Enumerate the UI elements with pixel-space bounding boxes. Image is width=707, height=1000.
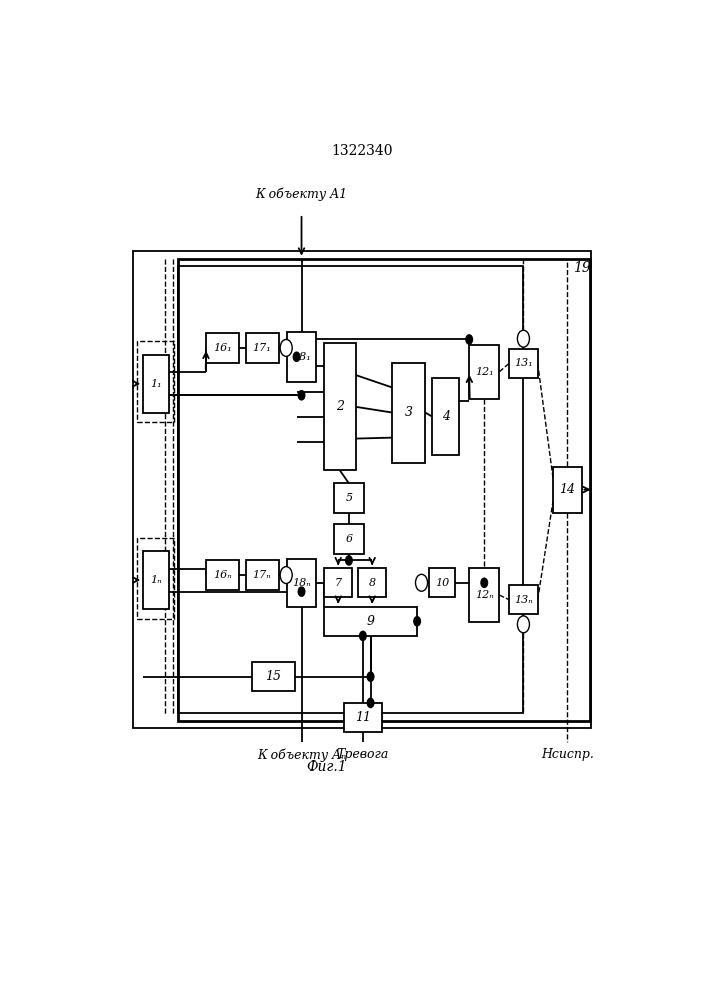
Bar	[177, 259, 590, 721]
Text: Тревога: Тревога	[337, 748, 389, 761]
Text: Нсиспр.: Нсиспр.	[541, 748, 594, 761]
Text: 12ₙ: 12ₙ	[475, 590, 493, 600]
Circle shape	[416, 574, 428, 591]
Bar	[136, 538, 174, 619]
Text: 5: 5	[345, 493, 353, 503]
Text: Фиг.1: Фиг.1	[306, 760, 347, 774]
Text: 3: 3	[405, 406, 413, 419]
Text: 17₁: 17₁	[252, 343, 271, 353]
Text: К объекту A1: К объекту A1	[255, 187, 348, 201]
Bar	[429, 568, 455, 597]
Bar	[324, 568, 353, 597]
Text: 10: 10	[436, 578, 450, 588]
Bar	[144, 355, 170, 413]
Circle shape	[360, 631, 366, 641]
Bar	[287, 559, 316, 607]
Text: 15: 15	[266, 670, 281, 683]
Circle shape	[280, 567, 292, 584]
Bar	[334, 524, 364, 554]
Text: 7: 7	[334, 578, 341, 588]
Bar	[324, 607, 417, 636]
Circle shape	[367, 672, 374, 681]
Text: 18₁: 18₁	[292, 352, 311, 362]
Bar	[287, 332, 316, 382]
Text: 12₁: 12₁	[475, 367, 493, 377]
Bar	[134, 251, 591, 728]
Bar	[245, 560, 279, 590]
Bar	[245, 333, 279, 363]
Bar	[392, 363, 426, 463]
Text: 19: 19	[573, 261, 590, 275]
Bar	[509, 585, 538, 614]
Circle shape	[367, 698, 374, 708]
Text: 6: 6	[345, 534, 353, 544]
Text: 4: 4	[442, 410, 450, 423]
Circle shape	[298, 391, 305, 400]
Bar	[334, 483, 364, 513]
Text: 13₁: 13₁	[514, 358, 533, 368]
Circle shape	[293, 352, 300, 361]
Circle shape	[414, 617, 421, 626]
Bar	[206, 333, 239, 363]
Bar	[432, 378, 460, 455]
Bar	[509, 349, 538, 378]
Text: 1322340: 1322340	[332, 144, 393, 158]
Circle shape	[466, 335, 472, 344]
Circle shape	[518, 330, 530, 347]
Bar	[177, 266, 523, 713]
Bar	[553, 466, 582, 513]
Bar	[469, 345, 499, 399]
Bar	[469, 568, 499, 622]
Bar	[136, 341, 174, 422]
Bar	[358, 568, 387, 597]
Text: 13ₙ: 13ₙ	[514, 595, 533, 605]
Circle shape	[518, 616, 530, 633]
Text: 11: 11	[355, 711, 371, 724]
Text: 18ₙ: 18ₙ	[292, 578, 311, 588]
Circle shape	[280, 339, 292, 356]
Circle shape	[481, 578, 488, 587]
Text: 16ₙ: 16ₙ	[214, 570, 232, 580]
Bar	[206, 560, 239, 590]
Text: 14: 14	[559, 483, 575, 496]
Circle shape	[346, 556, 352, 565]
Circle shape	[298, 587, 305, 596]
Text: 17ₙ: 17ₙ	[252, 570, 271, 580]
Bar	[252, 662, 296, 691]
Text: 1ₙ: 1ₙ	[151, 575, 162, 585]
Text: 9: 9	[366, 615, 375, 628]
Bar	[144, 551, 170, 609]
Bar	[324, 343, 356, 470]
Text: 8: 8	[368, 578, 375, 588]
Text: 1₁: 1₁	[151, 379, 162, 389]
Bar	[344, 703, 382, 732]
Text: К объекту Aₙ: К объекту Aₙ	[257, 748, 346, 762]
Text: 2: 2	[336, 400, 344, 413]
Text: 16₁: 16₁	[214, 343, 232, 353]
